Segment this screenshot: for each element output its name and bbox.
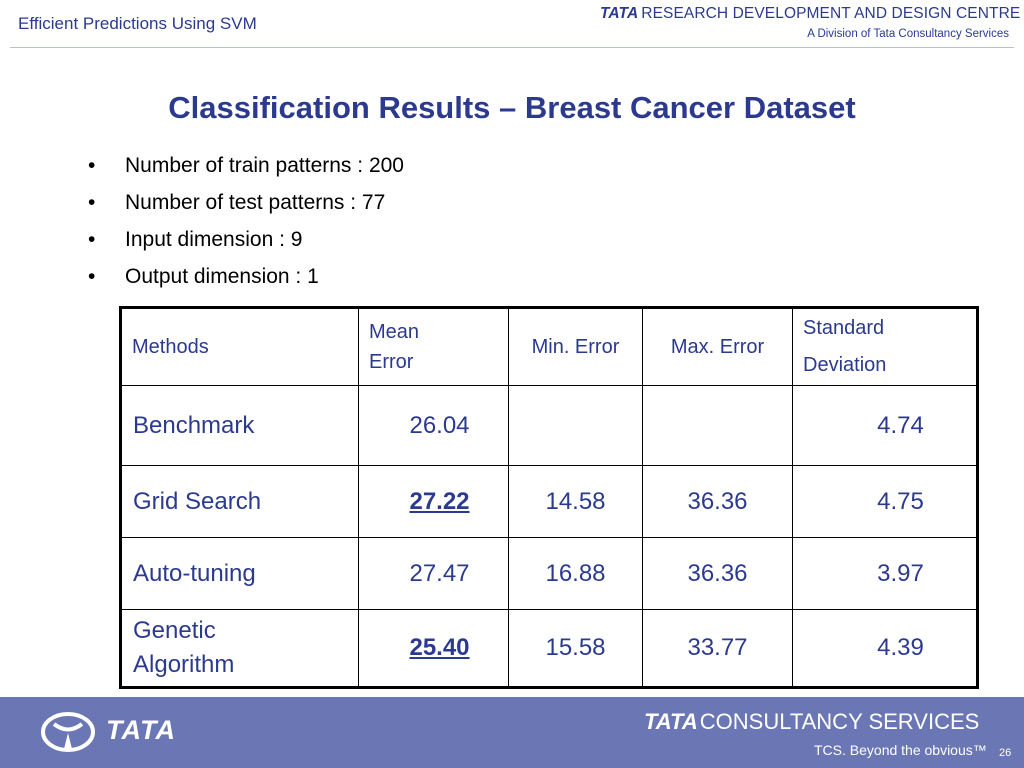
method-line2: Algorithm	[133, 651, 235, 678]
header-std-dev: Standard Deviation	[792, 307, 978, 386]
table-row: Benchmark 26.04 4.74	[120, 385, 978, 466]
bullet-item: • Number of train patterns : 200	[88, 152, 404, 189]
method-cell: Benchmark	[120, 385, 359, 466]
mean-error-cell: 27.22	[358, 465, 509, 538]
bullet-item: • Output dimension : 1	[88, 263, 404, 300]
header-max-error: Max. Error	[642, 307, 793, 386]
header-min-error: Min. Error	[508, 307, 643, 386]
table-header-row: Methods Mean Error Min. Error Max. Error …	[120, 307, 978, 386]
bullet-text: Input dimension : 9	[125, 228, 303, 251]
tcs-tagline: TCS. Beyond the obvious™	[814, 742, 987, 758]
bullet-marker: •	[88, 191, 96, 214]
org-name-text: RESEARCH DEVELOPMENT AND DESIGN CENTRE	[641, 5, 1021, 22]
org-name: TATA RESEARCH DEVELOPMENT AND DESIGN CENT…	[600, 5, 1020, 23]
footer-bar: TATA TATACONSULTANCY SERVICES TCS. Beyon…	[0, 697, 1024, 768]
header-methods: Methods	[120, 307, 359, 386]
presentation-title: Efficient Predictions Using SVM	[18, 14, 257, 33]
header-mean-line1: Mean	[369, 321, 420, 343]
org-logo-block: TATA RESEARCH DEVELOPMENT AND DESIGN CENT…	[600, 5, 1020, 40]
tata-emblem-icon	[41, 712, 95, 752]
max-error-cell: 33.77	[642, 609, 793, 688]
method-line1: Genetic	[133, 617, 216, 644]
std-dev-cell: 4.75	[792, 465, 978, 538]
bullet-marker: •	[88, 265, 96, 288]
table-row: Grid Search 27.22 14.58 36.36 4.75	[120, 465, 978, 538]
method-cell: Genetic Algorithm	[120, 609, 359, 688]
min-error-cell: 16.88	[508, 537, 643, 610]
org-subtitle: A Division of Tata Consultancy Services	[807, 28, 1009, 40]
std-dev-cell: 3.97	[792, 537, 978, 610]
max-error-cell: 36.36	[642, 465, 793, 538]
best-mean-value: 27.22	[409, 487, 470, 515]
max-error-cell	[642, 385, 793, 466]
mean-error-cell: 26.04	[358, 385, 509, 466]
method-cell: Grid Search	[120, 465, 359, 538]
bullet-list: • Number of train patterns : 200 • Number …	[88, 152, 404, 300]
bullet-text: Output dimension : 1	[125, 265, 319, 288]
bullet-marker: •	[88, 154, 96, 177]
best-mean-value: 25.40	[409, 634, 470, 661]
min-error-cell	[508, 385, 643, 466]
bullet-text: Number of test patterns : 77	[125, 191, 386, 214]
tcs-name: TATACONSULTANCY SERVICES	[644, 709, 987, 735]
min-error-cell: 15.58	[508, 609, 643, 688]
org-brand: TATA	[600, 5, 639, 22]
header-mean-line2: Error	[369, 351, 414, 373]
tcs-brand: TATA	[644, 709, 698, 734]
header-std-line1: Standard	[803, 317, 885, 339]
header-mean-error: Mean Error	[358, 307, 509, 386]
method-cell: Auto-tuning	[120, 537, 359, 610]
bullet-marker: •	[88, 228, 96, 251]
tcs-name-text: CONSULTANCY SERVICES	[699, 709, 980, 734]
bullet-text: Number of train patterns : 200	[125, 154, 404, 177]
max-error-cell: 36.36	[642, 537, 793, 610]
bullet-item: • Number of test patterns : 77	[88, 189, 404, 226]
header-std-line2: Deviation	[803, 354, 887, 376]
std-dev-cell: 4.74	[792, 385, 978, 466]
table-row: Genetic Algorithm 25.40 15.58 33.77 4.39	[120, 609, 978, 688]
std-dev-cell: 4.39	[792, 609, 978, 688]
min-error-cell: 14.58	[508, 465, 643, 538]
mean-error-cell: 25.40	[358, 609, 509, 688]
tcs-logo-block: TATACONSULTANCY SERVICES TCS. Beyond the…	[644, 709, 987, 758]
slide-title: Classification Results – Breast Cancer D…	[168, 90, 856, 125]
bullet-item: • Input dimension : 9	[88, 226, 404, 263]
tata-wordmark: TATA	[106, 715, 176, 745]
table-row: Auto-tuning 27.47 16.88 36.36 3.97	[120, 537, 978, 610]
header-divider	[10, 47, 1014, 48]
page-number: 26	[999, 747, 1012, 759]
mean-error-cell: 27.47	[358, 537, 509, 610]
results-table: Methods Mean Error Min. Error Max. Error …	[119, 306, 979, 689]
